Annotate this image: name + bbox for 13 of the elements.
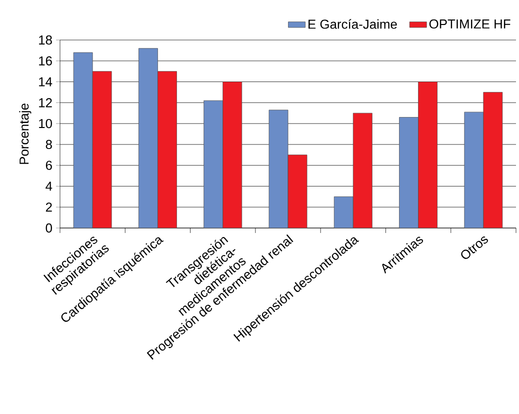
y-tick-label: 8: [46, 140, 52, 150]
y-tick-label: 2: [46, 202, 52, 212]
y-tick-label: 14: [39, 77, 52, 86]
y-tick-label: 10: [39, 118, 52, 128]
y-tick-label: 18: [39, 35, 52, 45]
y-tick-label: 4: [46, 182, 52, 191]
legend-label: OPTIMIZE HF: [429, 19, 510, 29]
y-tick-label: 16: [39, 56, 52, 66]
legend-label: E García-Jaime: [308, 19, 397, 29]
y-tick-label: 0: [46, 223, 52, 233]
y-tick-label: 6: [46, 160, 52, 170]
y-tick-label: 12: [39, 98, 52, 108]
y-axis-title: Porcentaje: [19, 104, 32, 164]
